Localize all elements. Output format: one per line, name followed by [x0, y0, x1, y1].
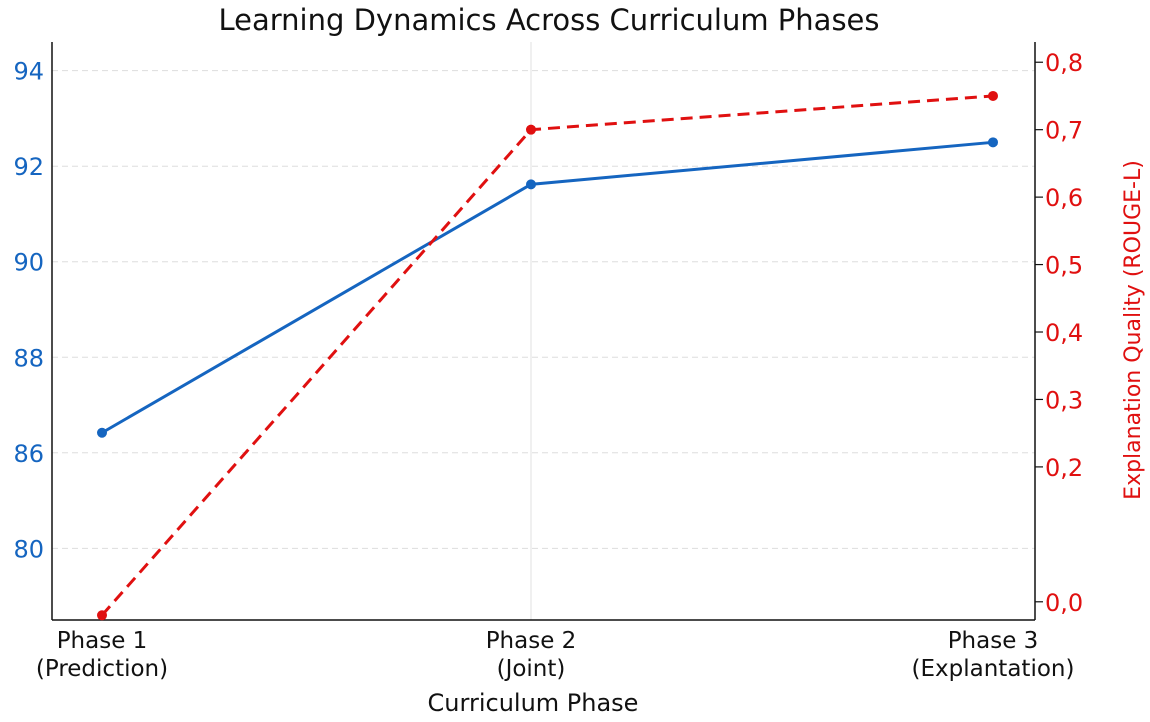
data-point-right: [988, 90, 998, 101]
right-y-tick-label: 0,6: [1045, 184, 1083, 212]
x-tick-label: Phase 1: [57, 628, 148, 654]
right-y-tick-label: 0,5: [1045, 252, 1083, 280]
right-y-tick-label: 0,7: [1045, 117, 1083, 145]
left-y-tick-label: 86: [13, 440, 44, 468]
data-point-left: [988, 137, 998, 148]
x-tick-label: (Joint): [497, 656, 566, 682]
grid: [52, 42, 1035, 620]
right-y-axis-label: Explanation Quality (ROUGE-L): [1121, 160, 1146, 500]
data-point-left: [526, 179, 536, 190]
series-group: [97, 90, 998, 621]
right-y-tick-label: 0,8: [1045, 49, 1083, 77]
right-y-tick-label: 0,2: [1045, 454, 1083, 482]
x-tick-label: Phase 3: [948, 628, 1039, 654]
data-point-right: [97, 610, 107, 621]
right-y-tick-label: 0,0: [1045, 589, 1083, 617]
left-y-tick-label: 94: [13, 58, 44, 86]
x-tick-label: (Explantation): [912, 656, 1075, 682]
series-line-left: [101, 140, 994, 435]
data-point-left: [97, 427, 107, 438]
right-y-tick-label: 0,3: [1045, 386, 1083, 414]
x-tick-label: (Prediction): [36, 656, 168, 682]
right-y-tick-label: 0,4: [1045, 319, 1083, 347]
x-axis-label: Curriculum Phase: [428, 689, 639, 717]
left-y-tick-label: 92: [13, 153, 44, 181]
x-tick-label: Phase 2: [486, 628, 577, 654]
left-y-tick-label: 90: [13, 249, 44, 277]
left-y-tick-label: 88: [13, 344, 44, 372]
axes: 80 86 88 90 92 94 0,0 0,2 0,3 0,4 0,5 0,6 0,7 0,8 Phas…: [13, 42, 1083, 682]
data-point-right: [526, 124, 536, 135]
chart-title: Learning Dynamics Across Curriculum Phas…: [218, 3, 879, 37]
left-y-tick-label: 80: [13, 535, 44, 563]
